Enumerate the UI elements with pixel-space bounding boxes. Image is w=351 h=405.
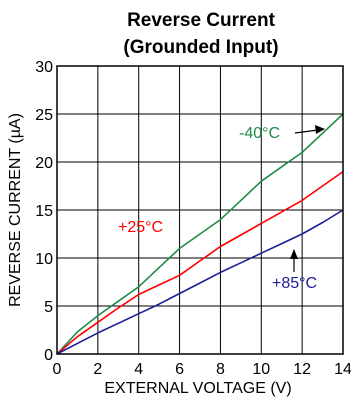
x-tick-label: 8	[216, 361, 225, 378]
x-tick-label: 0	[53, 361, 62, 378]
y-tick-label: 10	[35, 251, 53, 268]
annotations: -40°C +25°C +85°C	[118, 125, 325, 292]
chart-subtitle: (Grounded Input)	[123, 37, 278, 58]
grid	[56, 65, 344, 355]
y-tick-label: 20	[35, 155, 53, 172]
x-tick-label: 4	[134, 361, 143, 378]
annotation-plus25: +25°C	[118, 219, 163, 236]
y-tick-label: 15	[35, 203, 53, 220]
tick-labels: 0 2 4 6 8 10 12 14 0 5 10 15 20 25 30	[35, 59, 351, 378]
series-line-0	[56, 113, 344, 355]
chart-title: Reverse Current	[127, 10, 276, 31]
y-tick-label: 30	[35, 59, 53, 76]
arrowhead-icon	[290, 249, 298, 259]
arrowhead-icon	[315, 125, 325, 134]
series-line-2	[56, 209, 344, 355]
series-lines	[56, 113, 344, 355]
x-tick-label: 2	[93, 361, 102, 378]
x-tick-label: 10	[252, 361, 270, 378]
series-line-1	[56, 170, 344, 355]
plot-frame	[56, 65, 344, 355]
annotation-minus40: -40°C	[239, 125, 280, 142]
annotation-plus85: +85°C	[272, 275, 317, 292]
y-tick-label: 0	[44, 347, 53, 364]
y-axis-label: REVERSE CURRENT (µA)	[7, 113, 24, 307]
y-tick-label: 25	[35, 107, 53, 124]
x-tick-label: 6	[175, 361, 184, 378]
x-tick-label: 14	[334, 361, 351, 378]
annotation-arrow-shaft	[294, 129, 319, 134]
x-tick-label: 12	[293, 361, 311, 378]
y-tick-label: 5	[44, 299, 53, 316]
x-axis-label: EXTERNAL VOLTAGE (V)	[104, 380, 291, 397]
